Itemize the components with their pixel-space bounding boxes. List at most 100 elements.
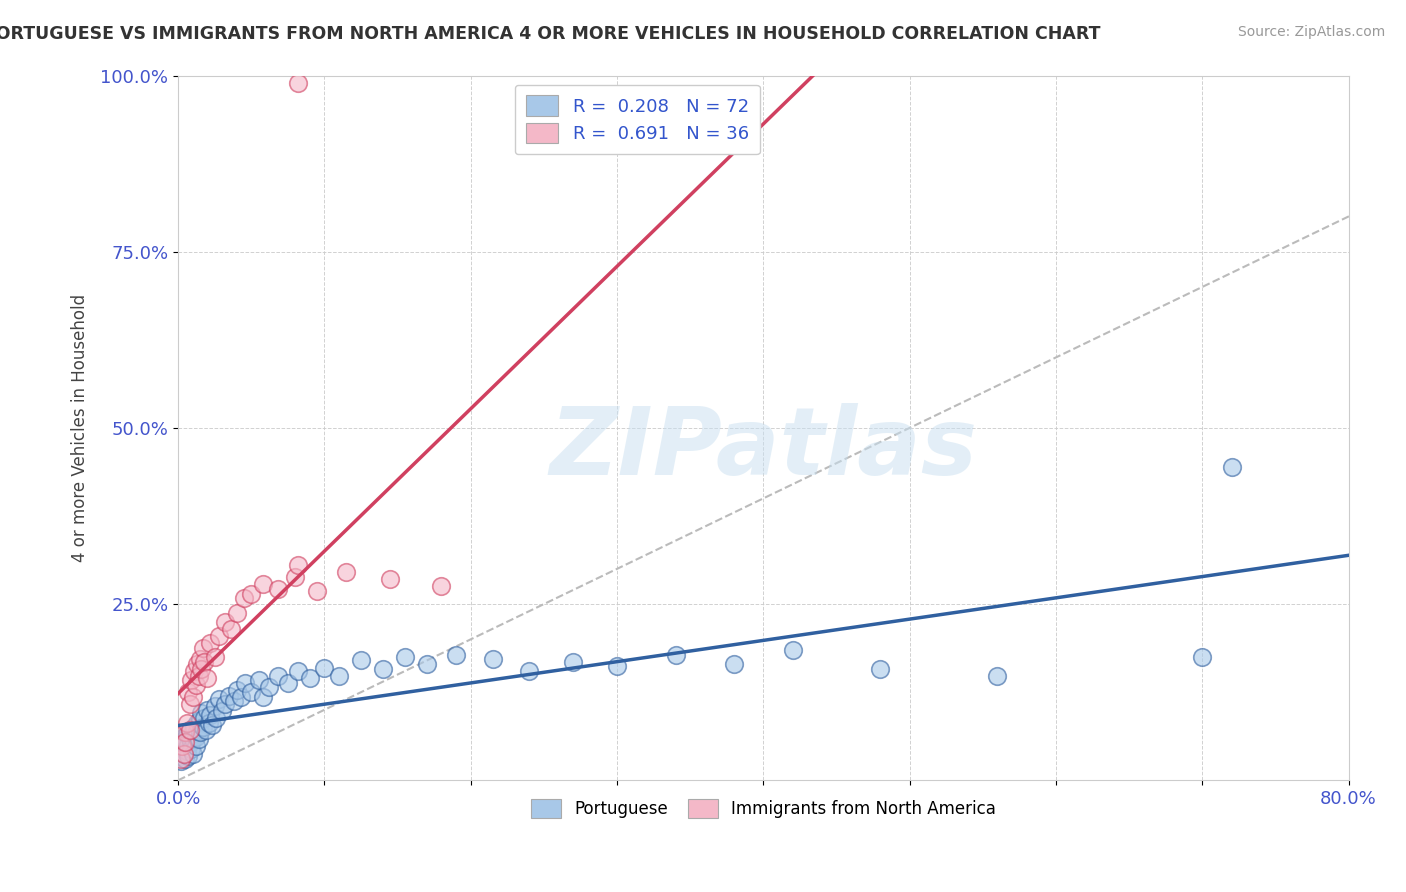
Point bbox=[240, 685, 263, 699]
Point bbox=[191, 640, 214, 655]
Point bbox=[190, 662, 212, 676]
Point bbox=[664, 648, 686, 662]
Point bbox=[198, 715, 221, 730]
Point bbox=[173, 747, 195, 761]
Point bbox=[172, 739, 194, 754]
Point bbox=[187, 669, 209, 683]
Point bbox=[416, 657, 439, 671]
Point bbox=[287, 558, 309, 573]
Point bbox=[252, 577, 274, 591]
Point bbox=[214, 697, 236, 711]
Text: ZIPatlas: ZIPatlas bbox=[550, 403, 977, 495]
Text: PORTUGUESE VS IMMIGRANTS FROM NORTH AMERICA 4 OR MORE VEHICLES IN HOUSEHOLD CORR: PORTUGUESE VS IMMIGRANTS FROM NORTH AMER… bbox=[0, 25, 1099, 43]
Point bbox=[562, 655, 585, 669]
Point bbox=[177, 738, 200, 752]
Point bbox=[214, 615, 236, 629]
Point bbox=[170, 748, 193, 763]
Point bbox=[200, 708, 222, 723]
Point bbox=[190, 706, 212, 721]
Point bbox=[247, 673, 270, 688]
Y-axis label: 4 or more Vehicles in Household: 4 or more Vehicles in Household bbox=[72, 293, 89, 562]
Point bbox=[229, 690, 252, 705]
Point bbox=[170, 754, 193, 768]
Point bbox=[307, 584, 329, 599]
Point bbox=[380, 573, 402, 587]
Point bbox=[235, 676, 257, 690]
Point bbox=[174, 734, 197, 748]
Point bbox=[201, 718, 224, 732]
Point bbox=[869, 662, 891, 676]
Point bbox=[180, 673, 202, 688]
Point bbox=[371, 662, 394, 676]
Point bbox=[180, 734, 202, 748]
Point bbox=[184, 739, 207, 754]
Point bbox=[481, 652, 503, 666]
Point bbox=[174, 732, 197, 747]
Point bbox=[193, 711, 215, 725]
Point bbox=[183, 721, 205, 735]
Point bbox=[176, 744, 198, 758]
Point bbox=[252, 690, 274, 705]
Point bbox=[266, 669, 288, 683]
Point bbox=[394, 650, 416, 665]
Point bbox=[181, 732, 204, 747]
Point bbox=[177, 748, 200, 763]
Point bbox=[181, 690, 204, 705]
Point bbox=[187, 732, 209, 747]
Point bbox=[208, 629, 231, 643]
Point bbox=[350, 653, 373, 667]
Point bbox=[232, 591, 254, 606]
Point bbox=[170, 752, 193, 766]
Point bbox=[277, 676, 299, 690]
Point bbox=[240, 586, 263, 600]
Point bbox=[287, 76, 309, 90]
Point bbox=[328, 669, 350, 683]
Point bbox=[195, 703, 218, 717]
Point bbox=[181, 747, 204, 761]
Point bbox=[314, 660, 336, 674]
Point bbox=[723, 657, 745, 671]
Point bbox=[195, 671, 218, 685]
Point bbox=[188, 725, 211, 739]
Point bbox=[1220, 459, 1243, 474]
Point bbox=[181, 725, 204, 739]
Point bbox=[173, 747, 195, 761]
Point bbox=[517, 664, 540, 678]
Point bbox=[606, 659, 628, 673]
Text: Source: ZipAtlas.com: Source: ZipAtlas.com bbox=[1237, 25, 1385, 39]
Point bbox=[444, 648, 467, 662]
Point bbox=[184, 730, 207, 744]
Point bbox=[186, 715, 208, 730]
Point bbox=[183, 664, 205, 678]
Point bbox=[335, 566, 357, 580]
Point bbox=[193, 655, 215, 669]
Point bbox=[204, 699, 226, 714]
Point bbox=[179, 731, 201, 745]
Point bbox=[1191, 650, 1213, 665]
Point bbox=[225, 683, 247, 698]
Point bbox=[257, 680, 280, 694]
Point bbox=[782, 643, 804, 657]
Point bbox=[191, 721, 214, 735]
Point bbox=[194, 723, 217, 737]
Point bbox=[188, 652, 211, 666]
Point bbox=[176, 715, 198, 730]
Point bbox=[430, 579, 453, 593]
Point bbox=[266, 582, 288, 596]
Point bbox=[188, 714, 211, 728]
Point bbox=[169, 745, 191, 759]
Point bbox=[177, 685, 200, 699]
Point bbox=[172, 734, 194, 748]
Point bbox=[186, 723, 208, 738]
Point bbox=[179, 697, 201, 711]
Point bbox=[172, 741, 194, 756]
Point bbox=[184, 678, 207, 692]
Legend: Portuguese, Immigrants from North America: Portuguese, Immigrants from North Americ… bbox=[524, 792, 1002, 825]
Point bbox=[173, 730, 195, 744]
Point bbox=[986, 669, 1008, 683]
Point bbox=[174, 752, 197, 766]
Point bbox=[298, 671, 321, 685]
Point bbox=[211, 704, 233, 718]
Point bbox=[287, 664, 309, 678]
Point bbox=[200, 636, 222, 650]
